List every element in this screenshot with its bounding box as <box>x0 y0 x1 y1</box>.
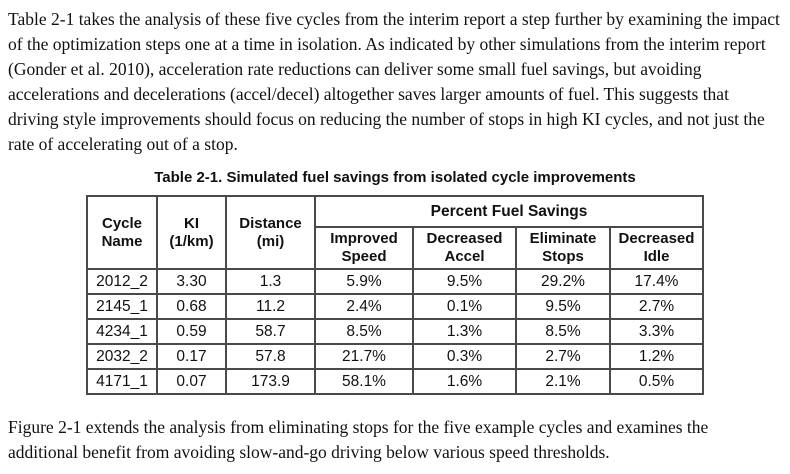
fuel-savings-table: Cycle Name KI (1/km) Distance (mi) Perce… <box>86 195 704 395</box>
cell-distance: 173.9 <box>225 368 316 395</box>
cell-cycle-name: 2032_2 <box>86 343 158 370</box>
cell-eliminate-stops: 8.5% <box>515 318 611 345</box>
table-row: 4234_1 0.59 58.7 8.5% 1.3% 8.5% 3.3% <box>86 318 704 345</box>
col-header-improved-speed: Improved Speed <box>314 226 414 270</box>
cell-distance: 57.8 <box>225 343 316 370</box>
col-header-percent-fuel-savings: Percent Fuel Savings <box>314 195 704 228</box>
cell-ki: 0.07 <box>156 368 227 395</box>
cell-cycle-name: 2012_2 <box>86 268 158 295</box>
cell-distance: 58.7 <box>225 318 316 345</box>
table-row: 4171_1 0.07 173.9 58.1% 1.6% 2.1% 0.5% <box>86 368 704 395</box>
cell-decreased-accel: 0.3% <box>412 343 517 370</box>
cell-decreased-idle: 0.5% <box>609 368 704 395</box>
cell-ki: 0.59 <box>156 318 227 345</box>
col-header-distance: Distance (mi) <box>225 195 316 270</box>
cell-ki: 3.30 <box>156 268 227 295</box>
cell-decreased-idle: 2.7% <box>609 293 704 320</box>
cell-improved-speed: 8.5% <box>314 318 414 345</box>
cell-decreased-accel: 0.1% <box>412 293 517 320</box>
cell-eliminate-stops: 2.1% <box>515 368 611 395</box>
cell-decreased-accel: 9.5% <box>412 268 517 295</box>
paragraph-figure-intro: Figure 2-1 extends the analysis from eli… <box>8 417 709 462</box>
paragraph-intro: Table 2-1 takes the analysis of these fi… <box>8 9 780 154</box>
col-header-decreased-accel: Decreased Accel <box>412 226 517 270</box>
table-block: Table 2-1. Simulated fuel savings from i… <box>8 169 782 395</box>
cell-eliminate-stops: 9.5% <box>515 293 611 320</box>
cell-eliminate-stops: 2.7% <box>515 343 611 370</box>
cell-cycle-name: 4234_1 <box>86 318 158 345</box>
table-title: Table 2-1. Simulated fuel savings from i… <box>154 169 636 186</box>
table-row: 2012_2 3.30 1.3 5.9% 9.5% 29.2% 17.4% <box>86 268 704 295</box>
cell-ki: 0.68 <box>156 293 227 320</box>
cell-ki: 0.17 <box>156 343 227 370</box>
table-header-row-top: Cycle Name KI (1/km) Distance (mi) Perce… <box>86 195 704 270</box>
cell-decreased-accel: 1.3% <box>412 318 517 345</box>
col-header-decreased-idle: Decreased Idle <box>609 226 704 270</box>
col-header-eliminate-stops: Eliminate Stops <box>515 226 611 270</box>
cell-decreased-idle: 1.2% <box>609 343 704 370</box>
cell-decreased-idle: 17.4% <box>609 268 704 295</box>
cell-distance: 11.2 <box>225 293 316 320</box>
cell-decreased-idle: 3.3% <box>609 318 704 345</box>
cell-improved-speed: 2.4% <box>314 293 414 320</box>
cell-decreased-accel: 1.6% <box>412 368 517 395</box>
cell-distance: 1.3 <box>225 268 316 295</box>
cell-improved-speed: 21.7% <box>314 343 414 370</box>
table-row: 2145_1 0.68 11.2 2.4% 0.1% 9.5% 2.7% <box>86 293 704 320</box>
cell-eliminate-stops: 29.2% <box>515 268 611 295</box>
col-header-ki: KI (1/km) <box>156 195 227 270</box>
cell-improved-speed: 58.1% <box>314 368 414 395</box>
col-header-cycle-name: Cycle Name <box>86 195 158 270</box>
cell-improved-speed: 5.9% <box>314 268 414 295</box>
cell-cycle-name: 4171_1 <box>86 368 158 395</box>
table-row: 2032_2 0.17 57.8 21.7% 0.3% 2.7% 1.2% <box>86 343 704 370</box>
table-header-row-sub: Improved Speed Decreased Accel Eliminate… <box>87 226 704 270</box>
cell-cycle-name: 2145_1 <box>86 293 158 320</box>
